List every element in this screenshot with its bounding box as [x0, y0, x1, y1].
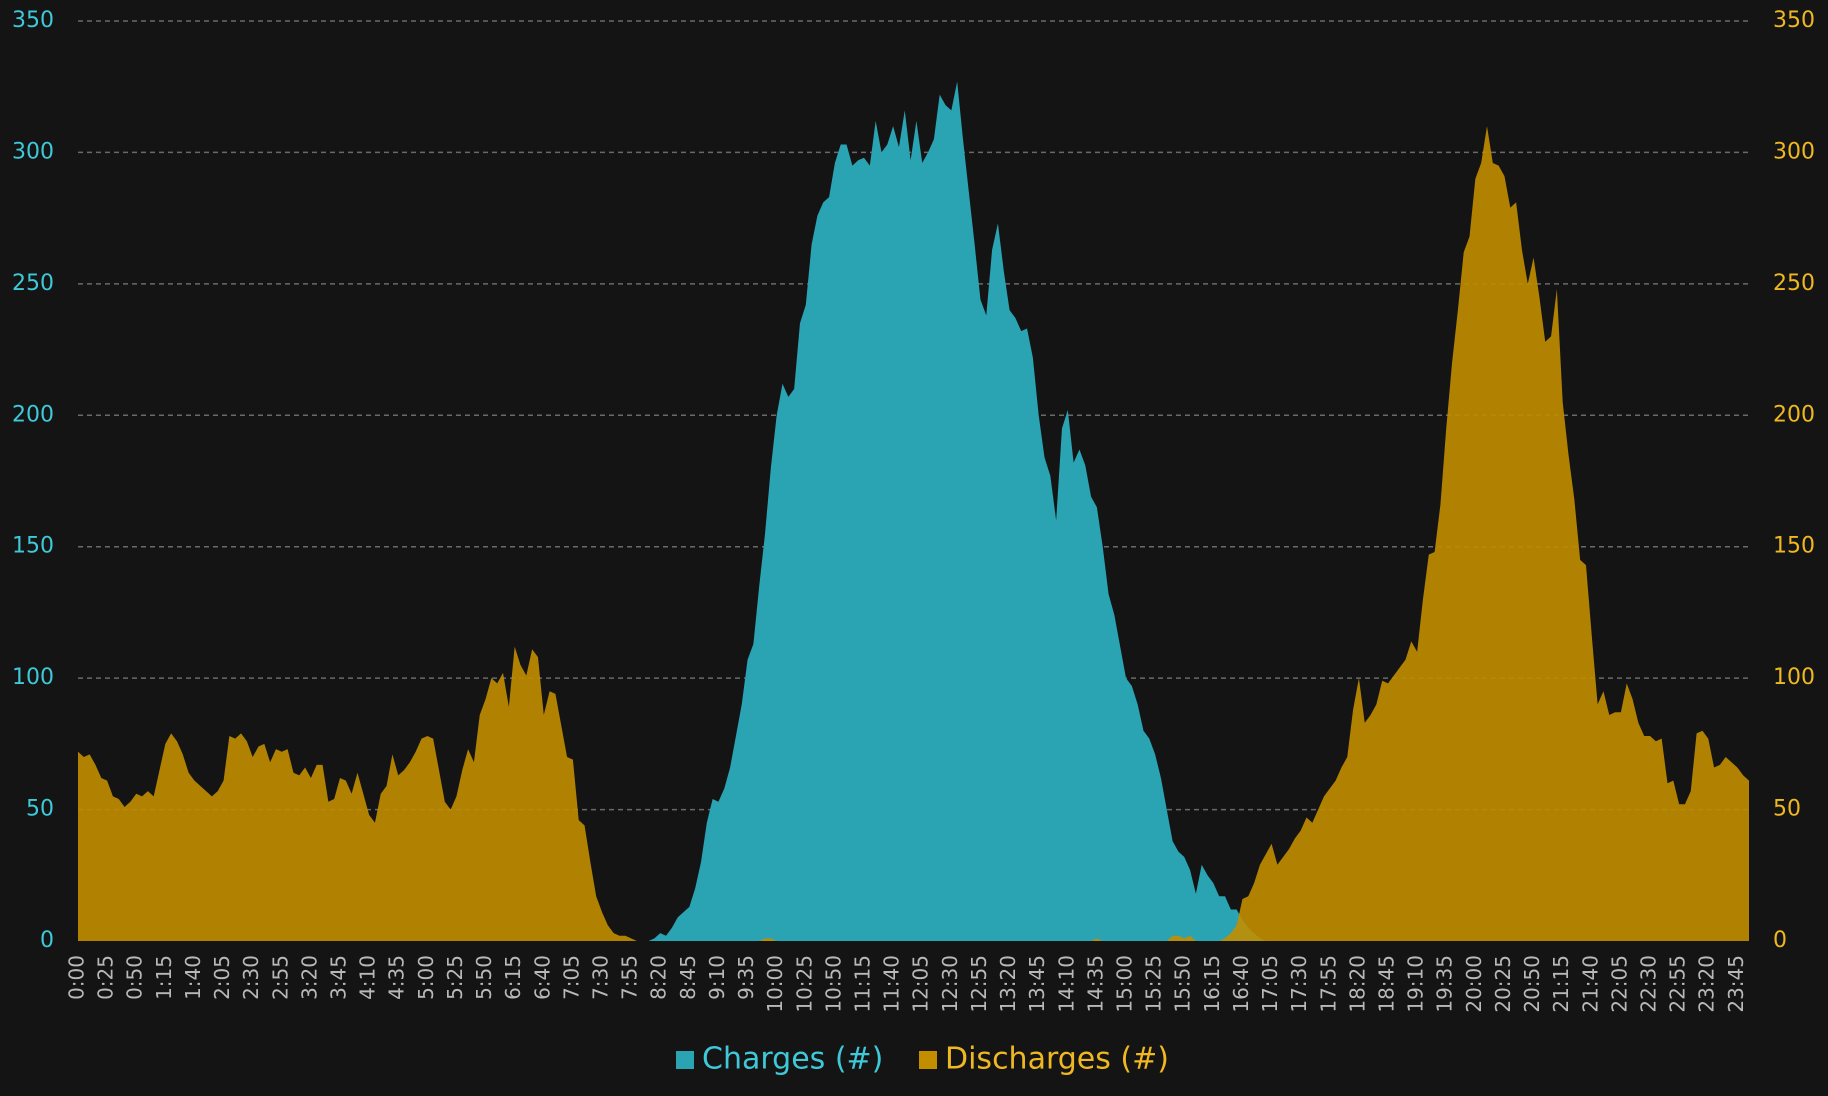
- x-tick-label: 23:45: [1724, 955, 1748, 1013]
- x-tick-label: 17:55: [1316, 955, 1340, 1013]
- x-tick-label: 5:50: [472, 955, 496, 1000]
- x-tick-label: 1:15: [152, 955, 176, 1000]
- x-tick-label: 1:40: [181, 955, 205, 1000]
- x-tick-label: 7:55: [618, 955, 642, 1000]
- x-tick-label: 17:30: [1287, 955, 1311, 1013]
- x-tick-label: 16:15: [1200, 955, 1224, 1013]
- x-tick-label: 2:30: [239, 955, 263, 1000]
- x-tick-label: 0:50: [123, 955, 147, 1000]
- x-tick-label: 2:05: [210, 955, 234, 1000]
- y-tick-label: 200: [12, 402, 54, 427]
- y-tick-label: 100: [12, 665, 54, 690]
- x-tick-label: 15:50: [1171, 955, 1195, 1013]
- x-tick-label: 15:25: [1142, 955, 1166, 1013]
- x-tick-label: 9:35: [734, 955, 758, 1000]
- x-tick-label: 20:00: [1462, 955, 1486, 1013]
- y2-tick-label: 250: [1773, 271, 1815, 296]
- y-tick-label: 250: [12, 271, 54, 296]
- x-tick-label: 20:25: [1491, 955, 1515, 1013]
- x-tick-label: 16:40: [1229, 955, 1253, 1013]
- x-tick-label: 8:20: [647, 955, 671, 1000]
- x-tick-label: 7:30: [589, 955, 613, 1000]
- x-tick-label: 10:50: [821, 955, 845, 1013]
- y2-tick-label: 300: [1773, 139, 1815, 164]
- x-tick-label: 18:45: [1375, 955, 1399, 1013]
- legend-label: Charges (#): [702, 1042, 883, 1077]
- x-tick-label: 22:30: [1637, 955, 1661, 1013]
- x-tick-label: 4:35: [385, 955, 409, 1000]
- x-tick-label: 8:45: [676, 955, 700, 1000]
- y-tick-label: 50: [26, 797, 54, 822]
- y2-tick-label: 200: [1773, 402, 1815, 427]
- y2-tick-label: 350: [1773, 8, 1815, 33]
- x-tick-label: 12:55: [967, 955, 991, 1013]
- x-tick-label: 18:20: [1345, 955, 1369, 1013]
- area: [78, 81, 1749, 941]
- x-tick-label: 20:50: [1520, 955, 1544, 1013]
- legend-label: Discharges (#): [945, 1042, 1169, 1077]
- x-tick-label: 10:00: [763, 955, 787, 1013]
- x-tick-label: 12:30: [938, 955, 962, 1013]
- x-tick-label: 21:40: [1578, 955, 1602, 1013]
- x-tick-label: 3:20: [297, 955, 321, 1000]
- x-tick-label: 7:05: [559, 955, 583, 1000]
- area: [78, 126, 1749, 941]
- x-tick-label: 2:55: [268, 955, 292, 1000]
- x-tick-label: 19:35: [1433, 955, 1457, 1013]
- legend-swatch: [676, 1051, 694, 1069]
- x-tick-label: 11:40: [880, 955, 904, 1013]
- x-tick-label: 13:45: [1025, 955, 1049, 1013]
- y-tick-label: 150: [12, 534, 54, 559]
- y2-tick-label: 100: [1773, 665, 1815, 690]
- x-tick-label: 19:10: [1404, 955, 1428, 1013]
- y-tick-label: 350: [12, 8, 54, 33]
- legend-swatch: [919, 1051, 937, 1069]
- x-tick-label: 9:10: [705, 955, 729, 1000]
- x-tick-label: 22:05: [1607, 955, 1631, 1013]
- x-tick-label: 21:15: [1549, 955, 1573, 1013]
- x-tick-label: 23:20: [1695, 955, 1719, 1013]
- x-tick-label: 22:55: [1666, 955, 1690, 1013]
- x-tick-label: 13:20: [996, 955, 1020, 1013]
- x-tick-label: 6:15: [501, 955, 525, 1000]
- y-tick-label: 300: [12, 139, 54, 164]
- x-tick-label: 14:35: [1083, 955, 1107, 1013]
- x-tick-label: 12:05: [909, 955, 933, 1013]
- y2-tick-label: 0: [1773, 928, 1787, 953]
- y-tick-label: 0: [40, 928, 54, 953]
- x-tick-label: 5:25: [443, 955, 467, 1000]
- x-tick-label: 11:15: [851, 955, 875, 1013]
- x-tick-label: 14:10: [1054, 955, 1078, 1013]
- y2-tick-label: 150: [1773, 534, 1815, 559]
- x-tick-label: 17:05: [1258, 955, 1282, 1013]
- y2-tick-label: 50: [1773, 797, 1801, 822]
- x-tick-label: 6:40: [530, 955, 554, 1000]
- x-tick-label: 10:25: [792, 955, 816, 1013]
- x-tick-label: 4:10: [356, 955, 380, 1000]
- x-tick-label: 5:00: [414, 955, 438, 1000]
- x-tick-label: 3:45: [327, 955, 351, 1000]
- x-tick-label: 15:00: [1113, 955, 1137, 1013]
- x-tick-label: 0:25: [94, 955, 118, 1000]
- x-tick-label: 0:00: [65, 955, 89, 1000]
